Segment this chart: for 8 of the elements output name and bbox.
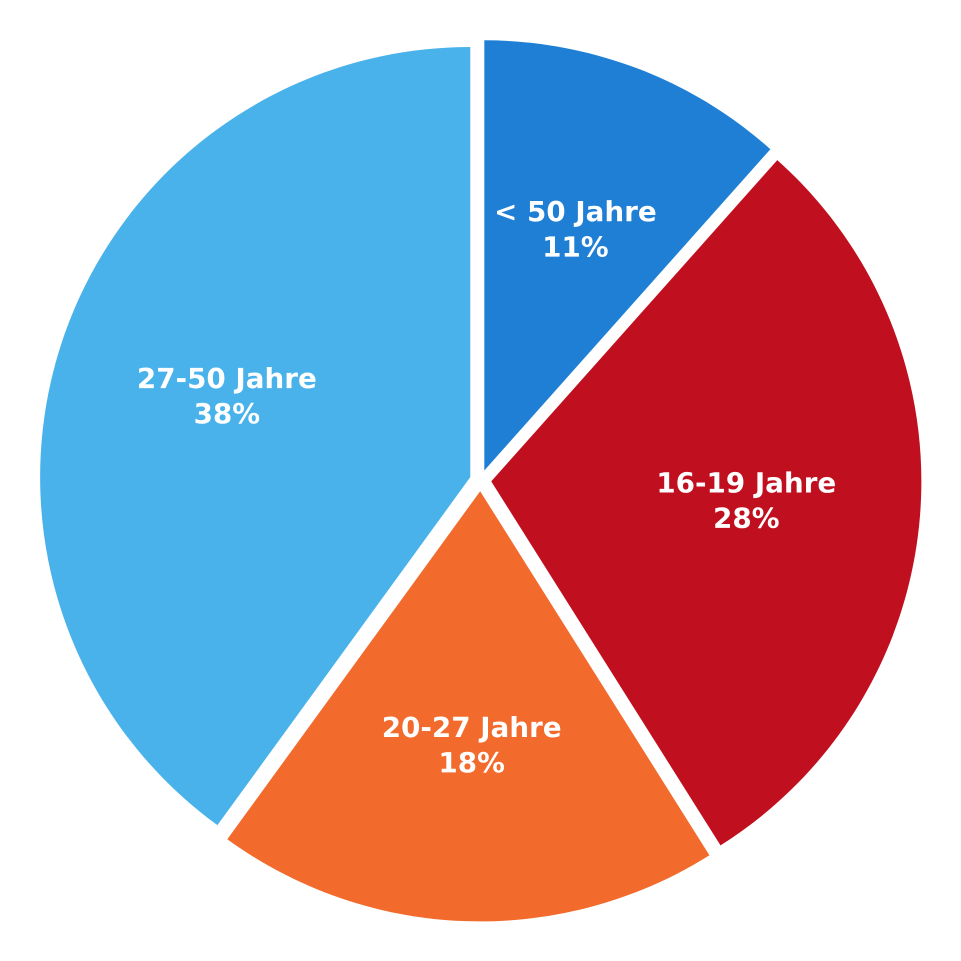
slice-label: 20-27 Jahre [384, 716, 560, 743]
data-label: 38% [195, 402, 260, 424]
slice-label: 27-50 Jahre [139, 366, 316, 394]
slice-label: < 50 Jahre [497, 200, 656, 227]
slice-label: 16-19 Jahre [659, 471, 835, 498]
data-label: 18% [442, 752, 504, 773]
data-label: 28% [715, 507, 779, 528]
data-label: 11% [545, 236, 608, 257]
